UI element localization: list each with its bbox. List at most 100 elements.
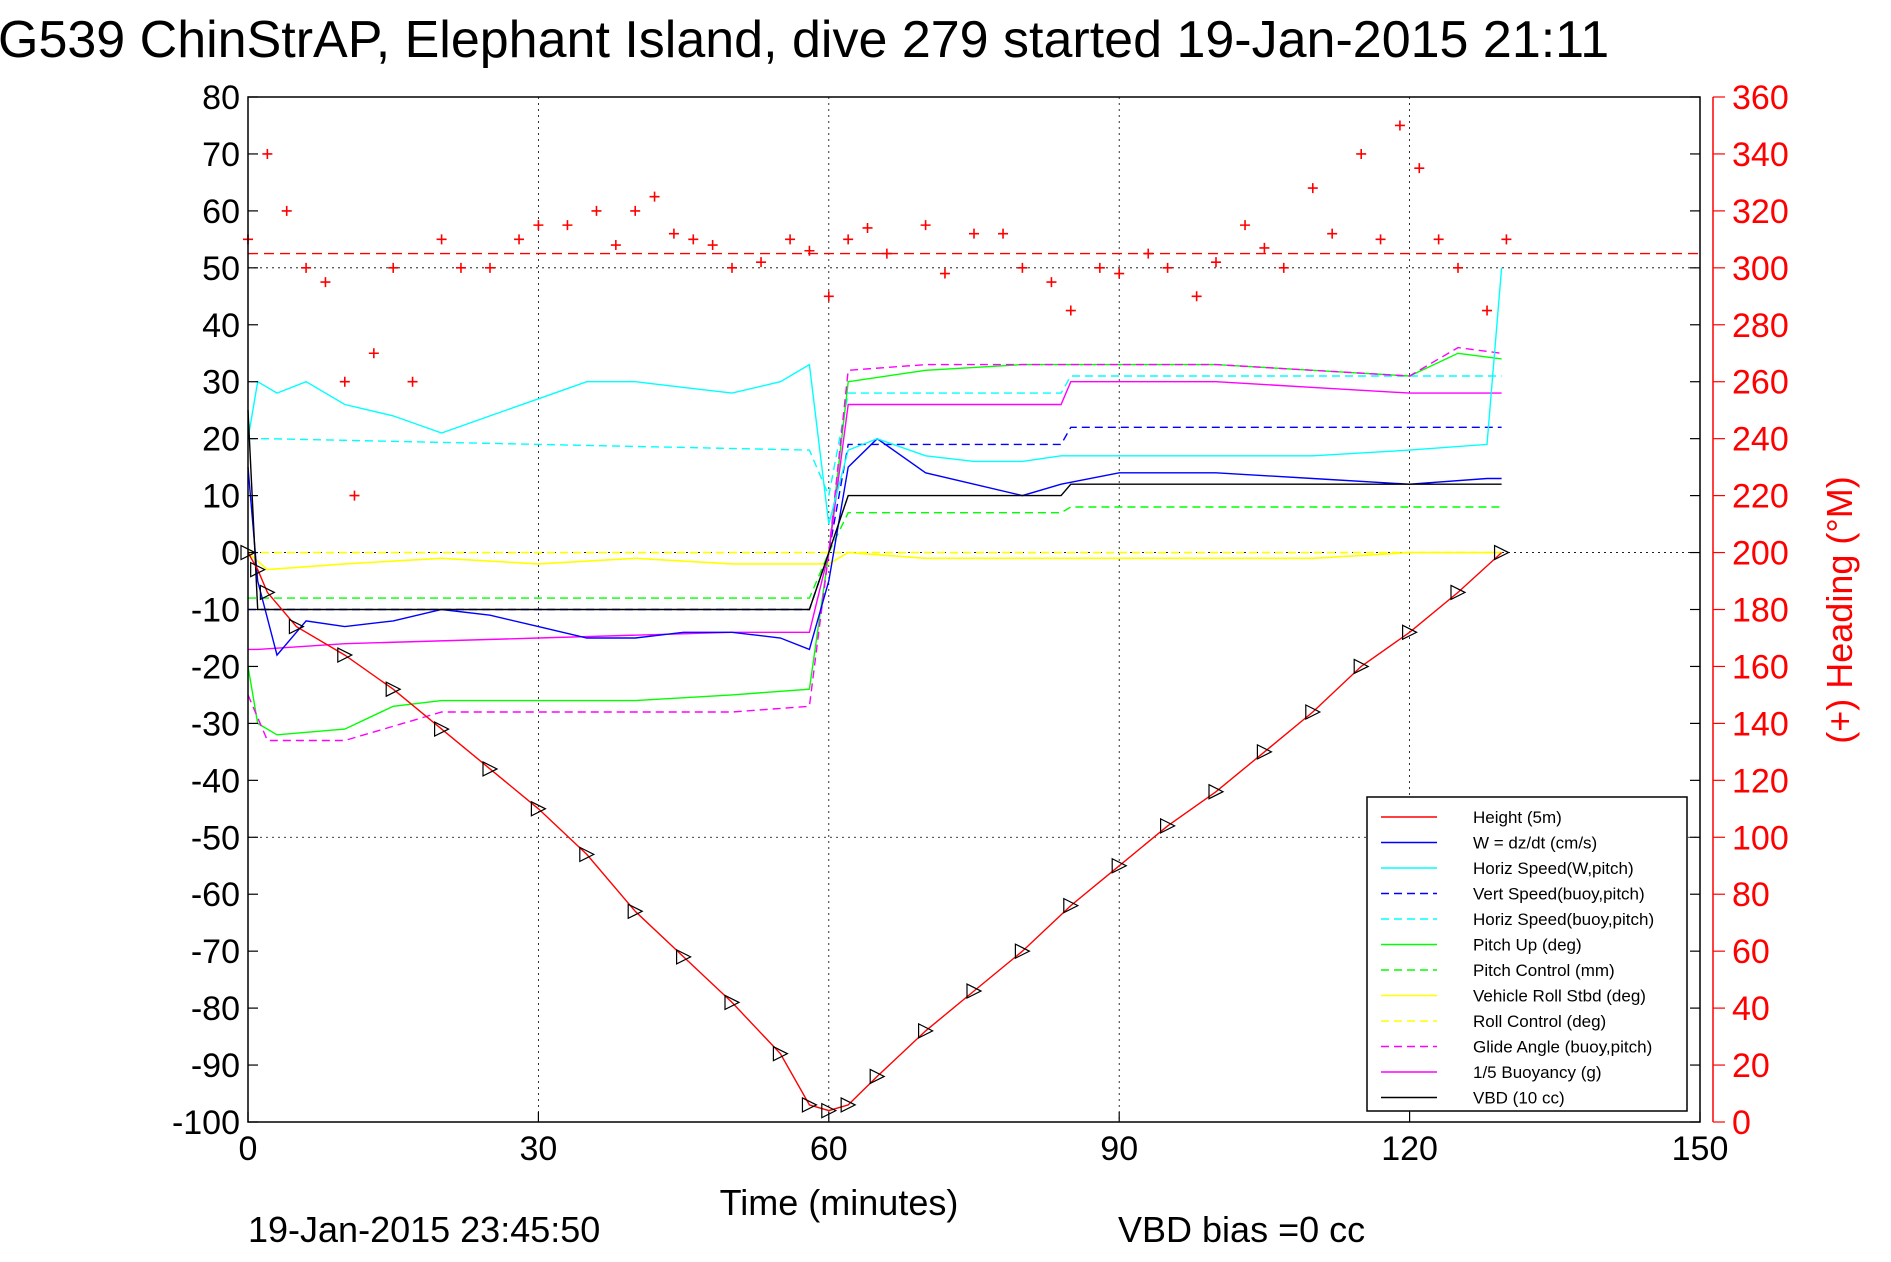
- glider-marker: [772, 1045, 789, 1062]
- glider-marker: [579, 846, 596, 863]
- series-line-2: [247, 267, 1503, 525]
- heading-point: [920, 220, 931, 231]
- heading-point: [1433, 234, 1444, 245]
- heading-point: [727, 262, 737, 273]
- y-tick-label: -30: [191, 705, 240, 743]
- heading-point: [1307, 183, 1318, 194]
- y2-tick-label: 140: [1732, 705, 1789, 743]
- y2-tick-label: 120: [1732, 762, 1789, 800]
- heading-point: [707, 240, 718, 251]
- heading-point: [785, 234, 796, 245]
- y-tick-label: -60: [191, 876, 240, 914]
- y2-tick-label: 360: [1732, 79, 1789, 117]
- y-tick-label: 50: [202, 250, 240, 288]
- heading-point: [407, 376, 418, 387]
- heading-point: [998, 228, 1009, 239]
- x-tick-label: 120: [1381, 1130, 1438, 1168]
- heading-point: [455, 262, 466, 273]
- y-tick-label: -90: [191, 1047, 240, 1085]
- legend-label: Horiz Speed(W,pitch): [1473, 859, 1634, 878]
- series-line-6: [248, 506, 1502, 599]
- series-layer: [247, 267, 1503, 1112]
- heading-point: [969, 228, 979, 239]
- y-tick-label: -40: [191, 762, 240, 800]
- x-axis: 0 30 60 90 120 150: [239, 1112, 1729, 1168]
- legend-label: Vehicle Roll Stbd (deg): [1473, 987, 1646, 1006]
- glider-marker: [840, 1096, 857, 1113]
- x-tick-label: 60: [810, 1130, 848, 1168]
- series-line-4: [248, 375, 1502, 498]
- heading-point: [1482, 305, 1493, 316]
- legend-label: Horiz Speed(buoy,pitch): [1473, 910, 1654, 929]
- glider-marker: [250, 561, 267, 578]
- y2-tick-label: 280: [1732, 307, 1789, 345]
- heading-point: [610, 240, 621, 251]
- heading-point: [1240, 220, 1251, 231]
- legend-label: Pitch Control (mm): [1473, 961, 1615, 980]
- heading-point: [1501, 234, 1512, 245]
- series-line-3: [248, 426, 1502, 611]
- legend-label: Roll Control (deg): [1473, 1012, 1606, 1031]
- y-tick-label: 20: [202, 421, 240, 459]
- glider-marker: [337, 647, 354, 664]
- y2-tick-label: 0: [1732, 1104, 1751, 1142]
- heading-point: [1394, 120, 1405, 131]
- heading-point: [262, 148, 273, 159]
- legend-label: Glide Angle (buoy,pitch): [1473, 1038, 1652, 1057]
- heading-point: [804, 245, 815, 256]
- glider-marker: [1208, 783, 1225, 800]
- heading-point: [1162, 262, 1173, 273]
- y2-tick-label: 20: [1732, 1047, 1770, 1085]
- y2-tick-label: 320: [1732, 193, 1789, 231]
- chart-title: G539 ChinStrAP, Elephant Island, dive 27…: [0, 11, 1609, 69]
- heading-point: [1414, 163, 1425, 174]
- y2-tick-label: 80: [1732, 876, 1770, 914]
- x-tick-label: 150: [1672, 1130, 1729, 1168]
- glider-marker: [1450, 584, 1467, 601]
- y2-tick-label: 60: [1732, 933, 1770, 971]
- y-tick-label: -50: [191, 819, 240, 857]
- x-tick-label: 0: [239, 1130, 258, 1168]
- heading-point: [1211, 257, 1221, 268]
- y-tick-label: 40: [202, 307, 240, 345]
- heading-point: [533, 220, 544, 231]
- heading-point: [1046, 277, 1057, 288]
- heading-point: [514, 234, 525, 245]
- glider-marker: [482, 760, 499, 777]
- y-tick-label: 70: [202, 136, 240, 174]
- heading-point: [843, 234, 854, 245]
- glider-marker: [676, 948, 692, 965]
- heading-point: [756, 257, 767, 268]
- legend-label: W = dz/dt (cm/s): [1473, 834, 1597, 853]
- heading-point: [1065, 305, 1076, 316]
- glider-marker: [627, 903, 644, 920]
- heading-point: [1327, 228, 1338, 239]
- legend-label: VBD (10 cc): [1473, 1089, 1565, 1108]
- glider-marker: [1160, 817, 1176, 834]
- heading-point: [320, 277, 331, 288]
- x-axis-label: Time (minutes): [720, 1182, 959, 1223]
- heading-point: [339, 376, 350, 387]
- heading-point: [1017, 262, 1028, 273]
- y-tick-label: -70: [191, 933, 240, 971]
- heading-point: [281, 205, 292, 216]
- y-tick-label: -10: [191, 592, 240, 630]
- heading-point: [649, 191, 660, 202]
- heading-point: [1143, 248, 1154, 259]
- y-tick-label: -80: [191, 990, 240, 1028]
- y2-tick-label: 340: [1732, 136, 1789, 174]
- series-line-0: [247, 552, 1503, 1112]
- heading-point: [862, 222, 873, 233]
- legend-label: 1/5 Buoyancy (g): [1473, 1063, 1602, 1082]
- right-axis-label: (+) Heading (°M): [1819, 476, 1860, 743]
- heading-point: [688, 234, 699, 245]
- legend: Height (5m) W = dz/dt (cm/s) Horiz Speed(W…: [1366, 796, 1688, 1112]
- heading-point: [1259, 242, 1270, 253]
- y2-tick-label: 180: [1732, 592, 1789, 630]
- glider-marker: [1402, 624, 1418, 641]
- vbd-bias-footer: VBD bias =0 cc: [1118, 1209, 1365, 1250]
- heading-point: [881, 248, 892, 259]
- heading-point: [1114, 268, 1125, 279]
- glider-marker: [918, 1022, 934, 1039]
